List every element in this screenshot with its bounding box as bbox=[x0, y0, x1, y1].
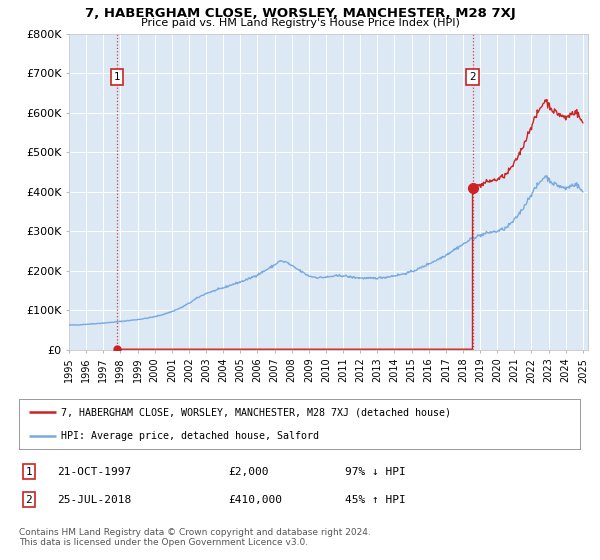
Text: 7, HABERGHAM CLOSE, WORSLEY, MANCHESTER, M28 7XJ: 7, HABERGHAM CLOSE, WORSLEY, MANCHESTER,… bbox=[85, 7, 515, 20]
Text: £2,000: £2,000 bbox=[228, 466, 269, 477]
Text: HPI: Average price, detached house, Salford: HPI: Average price, detached house, Salf… bbox=[61, 431, 319, 441]
Text: Price paid vs. HM Land Registry's House Price Index (HPI): Price paid vs. HM Land Registry's House … bbox=[140, 18, 460, 28]
Text: £410,000: £410,000 bbox=[228, 494, 282, 505]
Text: 1: 1 bbox=[114, 72, 121, 82]
Text: 21-OCT-1997: 21-OCT-1997 bbox=[57, 466, 131, 477]
Text: 25-JUL-2018: 25-JUL-2018 bbox=[57, 494, 131, 505]
Text: 97% ↓ HPI: 97% ↓ HPI bbox=[345, 466, 406, 477]
Text: 7, HABERGHAM CLOSE, WORSLEY, MANCHESTER, M28 7XJ (detached house): 7, HABERGHAM CLOSE, WORSLEY, MANCHESTER,… bbox=[61, 407, 451, 417]
Text: 1: 1 bbox=[25, 466, 32, 477]
Text: 45% ↑ HPI: 45% ↑ HPI bbox=[345, 494, 406, 505]
Text: Contains HM Land Registry data © Crown copyright and database right 2024.
This d: Contains HM Land Registry data © Crown c… bbox=[19, 528, 371, 547]
Text: 2: 2 bbox=[25, 494, 32, 505]
Text: 2: 2 bbox=[469, 72, 476, 82]
